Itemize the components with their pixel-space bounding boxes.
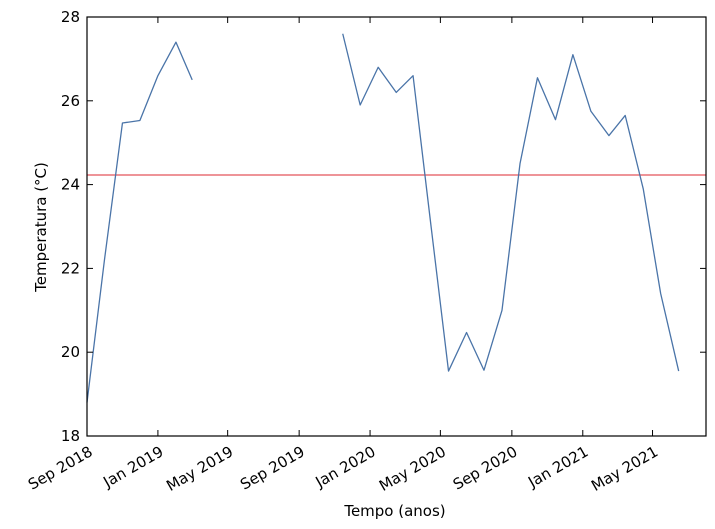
series-line-segment-1: [86, 41, 193, 403]
x-axis-label: Tempo (anos): [343, 502, 445, 520]
y-tick-label: 18: [61, 427, 80, 445]
x-tick-label: Sep 2019: [237, 442, 308, 493]
x-tick-label: Jan 2020: [312, 442, 379, 491]
y-axis-label: Temperatura (°C): [32, 162, 50, 293]
x-tick-label: Jan 2019: [99, 442, 166, 491]
plot-content: [86, 33, 706, 403]
y-tick-label: 20: [61, 343, 80, 361]
y-tick-label: 26: [61, 92, 80, 110]
y-tick-label: 24: [61, 176, 80, 194]
y-tick-label: 22: [61, 259, 80, 277]
y-tick-label: 28: [61, 8, 80, 26]
series-line-segment-2: [342, 33, 680, 372]
axis-ticks: [86, 16, 706, 437]
x-tick-label: Sep 2018: [25, 442, 96, 493]
plot-frame: [86, 16, 707, 437]
x-tick-label: May 2021: [588, 442, 661, 495]
x-tick-label: Jan 2021: [524, 442, 591, 491]
x-tick-label: May 2020: [376, 442, 449, 495]
x-tick-label: May 2019: [163, 442, 236, 495]
x-tick-label: Sep 2020: [450, 442, 521, 493]
